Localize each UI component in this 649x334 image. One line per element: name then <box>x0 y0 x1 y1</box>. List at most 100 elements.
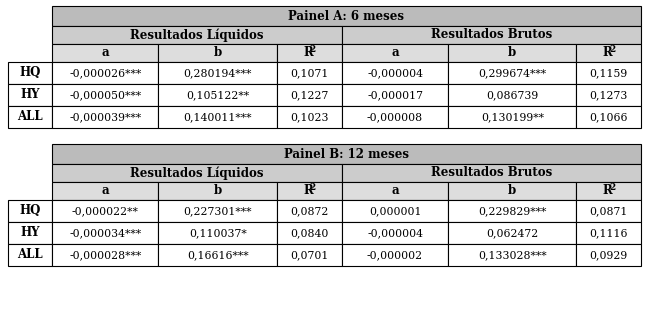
Text: Resultados Líquidos: Resultados Líquidos <box>130 28 263 42</box>
Bar <box>52 106 158 128</box>
Text: -0,000022**: -0,000022** <box>72 206 139 216</box>
Text: 2: 2 <box>310 45 316 54</box>
Text: HY: HY <box>20 226 40 239</box>
Text: HY: HY <box>20 89 40 102</box>
Text: 0,0840: 0,0840 <box>290 228 328 238</box>
Bar <box>576 200 641 222</box>
Bar <box>342 84 448 106</box>
Bar <box>8 106 52 128</box>
Text: 0,086739: 0,086739 <box>486 90 539 100</box>
Bar <box>52 144 641 164</box>
Text: 0,227301***: 0,227301*** <box>184 206 252 216</box>
Text: Painel B: 12 meses: Painel B: 12 meses <box>284 148 409 161</box>
Bar <box>576 62 641 84</box>
Bar <box>8 44 52 62</box>
Bar <box>52 200 158 222</box>
Bar <box>158 244 277 266</box>
Bar <box>277 44 342 62</box>
Bar <box>342 164 641 182</box>
Text: -0,000008: -0,000008 <box>367 112 423 122</box>
Bar <box>576 84 641 106</box>
Text: -0,000017: -0,000017 <box>367 90 423 100</box>
Text: -0,000004: -0,000004 <box>367 228 423 238</box>
Bar <box>8 244 52 266</box>
Bar <box>8 222 52 244</box>
Text: 2: 2 <box>609 183 615 192</box>
Text: 0,140011***: 0,140011*** <box>184 112 252 122</box>
Text: Resultados Brutos: Resultados Brutos <box>431 28 552 41</box>
Bar <box>448 200 576 222</box>
Bar <box>52 164 342 182</box>
Text: 0,105122**: 0,105122** <box>186 90 249 100</box>
Bar <box>52 26 342 44</box>
Bar <box>52 44 158 62</box>
Text: 0,0929: 0,0929 <box>589 250 628 260</box>
Text: b: b <box>214 46 222 59</box>
Text: 0,1273: 0,1273 <box>589 90 628 100</box>
Text: HQ: HQ <box>19 204 41 217</box>
Bar <box>342 200 448 222</box>
Bar <box>52 84 158 106</box>
Text: -0,000028***: -0,000028*** <box>69 250 141 260</box>
Text: b: b <box>214 184 222 197</box>
Bar <box>277 62 342 84</box>
Text: Resultados Brutos: Resultados Brutos <box>431 167 552 179</box>
Bar <box>8 144 52 164</box>
Text: R: R <box>602 46 612 59</box>
Bar <box>576 106 641 128</box>
Bar <box>52 182 158 200</box>
Text: -0,000004: -0,000004 <box>367 68 423 78</box>
Bar <box>342 182 448 200</box>
Bar <box>158 62 277 84</box>
Bar <box>342 106 448 128</box>
Bar <box>576 222 641 244</box>
Text: 0,000001: 0,000001 <box>369 206 421 216</box>
Text: 0,1116: 0,1116 <box>589 228 628 238</box>
Text: HQ: HQ <box>19 66 41 79</box>
Bar <box>277 84 342 106</box>
Text: a: a <box>391 184 399 197</box>
Text: b: b <box>508 46 517 59</box>
Bar <box>342 26 641 44</box>
Bar <box>277 222 342 244</box>
Text: a: a <box>391 46 399 59</box>
Text: 0,1227: 0,1227 <box>290 90 328 100</box>
Text: 0,0872: 0,0872 <box>290 206 328 216</box>
Text: 0,16616***: 0,16616*** <box>187 250 249 260</box>
Text: R: R <box>303 184 313 197</box>
Text: 0,1071: 0,1071 <box>290 68 328 78</box>
Text: 0,0871: 0,0871 <box>589 206 628 216</box>
Text: -0,000034***: -0,000034*** <box>69 228 141 238</box>
Bar <box>277 182 342 200</box>
Text: 0,1066: 0,1066 <box>589 112 628 122</box>
Bar <box>8 26 52 44</box>
Bar <box>448 62 576 84</box>
Bar <box>158 106 277 128</box>
Text: 2: 2 <box>609 45 615 54</box>
Text: a: a <box>101 46 109 59</box>
Bar <box>158 200 277 222</box>
Bar <box>342 222 448 244</box>
Text: 0,229829***: 0,229829*** <box>478 206 546 216</box>
Bar <box>52 62 158 84</box>
Text: 0,110037*: 0,110037* <box>189 228 247 238</box>
Text: b: b <box>508 184 517 197</box>
Bar <box>448 44 576 62</box>
Text: Painel A: 6 meses: Painel A: 6 meses <box>289 9 404 22</box>
Bar <box>342 62 448 84</box>
Bar <box>52 222 158 244</box>
Bar <box>277 106 342 128</box>
Bar <box>8 6 52 26</box>
Bar <box>448 222 576 244</box>
Text: -0,000002: -0,000002 <box>367 250 423 260</box>
Bar <box>277 200 342 222</box>
Text: 0,133028***: 0,133028*** <box>478 250 546 260</box>
Bar <box>8 200 52 222</box>
Bar <box>8 182 52 200</box>
Text: 0,062472: 0,062472 <box>486 228 539 238</box>
Bar <box>8 62 52 84</box>
Text: 2: 2 <box>310 183 316 192</box>
Bar <box>158 84 277 106</box>
Text: R: R <box>602 184 612 197</box>
Bar <box>8 164 52 182</box>
